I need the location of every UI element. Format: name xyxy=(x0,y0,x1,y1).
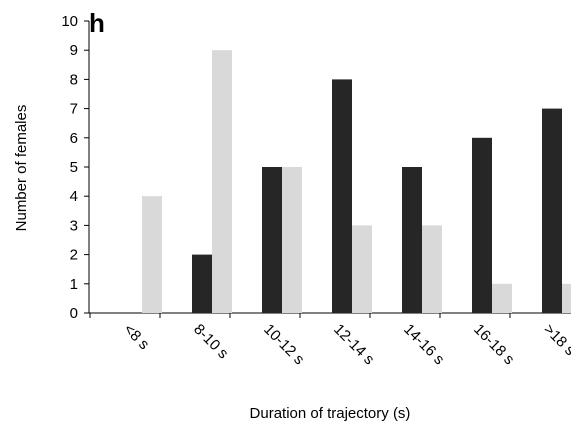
bar-series-1 xyxy=(542,108,562,313)
bar-series-1 xyxy=(262,167,282,313)
bar-series-2 xyxy=(422,225,442,313)
x-axis-title: Duration of trajectory (s) xyxy=(250,405,411,422)
x-tick-label: <8 s xyxy=(120,321,152,353)
x-tick-label: 16-18 s xyxy=(470,321,517,368)
y-tick-label: 5 xyxy=(70,159,78,176)
bar-series-2 xyxy=(282,167,302,313)
bar-series-2 xyxy=(562,283,571,313)
y-tick-label: 1 xyxy=(70,276,78,293)
y-tick-label: 3 xyxy=(70,217,78,234)
bar-series-1 xyxy=(332,79,352,314)
bar-series-1 xyxy=(402,167,422,313)
y-tick-label: 4 xyxy=(70,188,78,205)
bar-series-2 xyxy=(212,50,232,313)
y-axis-title: Number of females xyxy=(13,105,30,232)
bars xyxy=(142,50,571,314)
bar-series-2 xyxy=(142,196,162,313)
y-tick-label: 7 xyxy=(70,101,78,118)
y-tick-label: 6 xyxy=(70,130,78,147)
y-tick-label: 10 xyxy=(61,13,78,30)
x-tick-label: 8-10 s xyxy=(190,321,232,363)
bar-series-1 xyxy=(472,137,492,313)
x-tick-label: 14-16 s xyxy=(400,321,447,368)
y-tick-label: 8 xyxy=(70,71,78,88)
x-tick-label: 12-14 s xyxy=(330,321,377,368)
x-tick-label: 10-12 s xyxy=(260,321,307,368)
y-tick-label: 2 xyxy=(70,247,78,264)
bar-series-2 xyxy=(352,225,372,313)
y-tick-label: 0 xyxy=(70,305,78,322)
bar-series-2 xyxy=(492,283,512,313)
x-axis: <8 s 8-10 s 10-12 s 12-14 s 14-16 s 16-18 s >1… xyxy=(89,312,571,368)
y-axis: 0 1 2 3 4 5 6 7 8 9 10 xyxy=(61,13,90,322)
y-tick-label: 9 xyxy=(70,42,78,59)
x-tick-label: >18 s xyxy=(540,321,571,359)
bar-series-1 xyxy=(192,254,212,313)
panel-label: h xyxy=(89,8,105,38)
